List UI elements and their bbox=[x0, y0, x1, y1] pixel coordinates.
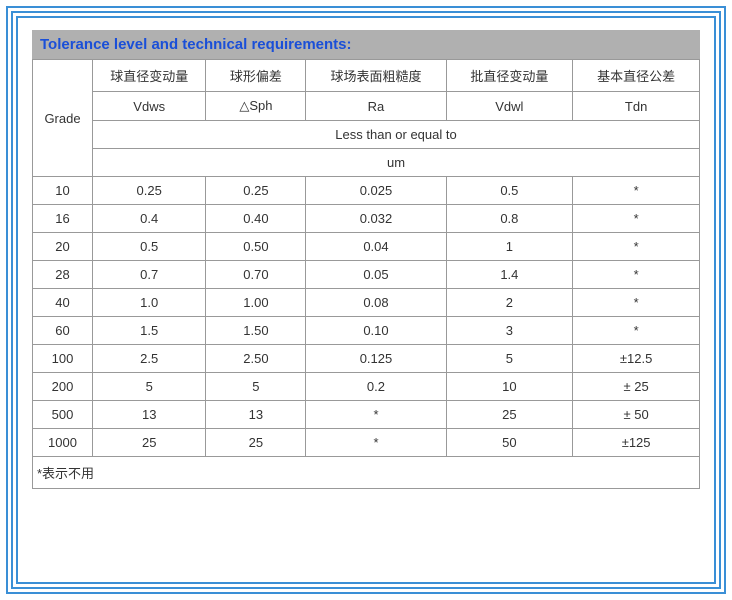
cell-ra: 0.04 bbox=[306, 233, 446, 261]
table-row: 200550.210± 25 bbox=[33, 373, 700, 401]
col-header-cn-0: 球直径变动量 bbox=[93, 60, 206, 92]
cell-vdwl: 25 bbox=[446, 401, 573, 429]
cell-vdwl: 0.5 bbox=[446, 177, 573, 205]
col-header-cn-3: 批直径变动量 bbox=[446, 60, 573, 92]
cell-ra: 0.2 bbox=[306, 373, 446, 401]
cell-vdwl: 1.4 bbox=[446, 261, 573, 289]
col-header-sym-4: Tdn bbox=[573, 92, 700, 121]
cell-grade: 28 bbox=[33, 261, 93, 289]
cell-tdn: * bbox=[573, 177, 700, 205]
tolerance-table: Grade球直径变动量球形偏差球场表面粗糙度批直径变动量基本直径公差Vdws△S… bbox=[32, 59, 700, 489]
cell-grade: 60 bbox=[33, 317, 93, 345]
cell-sph: 25 bbox=[206, 429, 306, 457]
col-header-sym-0: Vdws bbox=[93, 92, 206, 121]
table-header-row-unit: um bbox=[33, 149, 700, 177]
table-footnote-row: *表示不用 bbox=[33, 457, 700, 489]
table-row: 280.70.700.051.4* bbox=[33, 261, 700, 289]
outer-frame: Tolerance level and technical requiremen… bbox=[0, 0, 732, 600]
cell-vdws: 5 bbox=[93, 373, 206, 401]
section-title: Tolerance level and technical requiremen… bbox=[32, 30, 700, 59]
cell-vdwl: 50 bbox=[446, 429, 573, 457]
table-header-row-cn: Grade球直径变动量球形偏差球场表面粗糙度批直径变动量基本直径公差 bbox=[33, 60, 700, 92]
col-header-cn-1: 球形偏差 bbox=[206, 60, 306, 92]
frame-border-3: Tolerance level and technical requiremen… bbox=[16, 16, 716, 584]
table-row: 100.250.250.0250.5* bbox=[33, 177, 700, 205]
table-header-row-span: Less than or equal to bbox=[33, 121, 700, 149]
col-header-cn-4: 基本直径公差 bbox=[573, 60, 700, 92]
cell-ra: 0.05 bbox=[306, 261, 446, 289]
cell-grade: 20 bbox=[33, 233, 93, 261]
cell-vdwl: 0.8 bbox=[446, 205, 573, 233]
footnote-text: *表示不用 bbox=[33, 457, 700, 489]
cell-vdws: 0.7 bbox=[93, 261, 206, 289]
table-row: 10002525*50±125 bbox=[33, 429, 700, 457]
cell-vdws: 0.4 bbox=[93, 205, 206, 233]
cell-ra: 0.10 bbox=[306, 317, 446, 345]
cell-vdwl: 3 bbox=[446, 317, 573, 345]
cell-sph: 13 bbox=[206, 401, 306, 429]
cell-tdn: * bbox=[573, 205, 700, 233]
cell-grade: 500 bbox=[33, 401, 93, 429]
cell-sph: 1.00 bbox=[206, 289, 306, 317]
cell-sph: 5 bbox=[206, 373, 306, 401]
cell-grade: 16 bbox=[33, 205, 93, 233]
cell-ra: 0.032 bbox=[306, 205, 446, 233]
cell-sph: 2.50 bbox=[206, 345, 306, 373]
col-header-sym-2: Ra bbox=[306, 92, 446, 121]
cell-grade: 1000 bbox=[33, 429, 93, 457]
table-row: 1002.52.500.1255±12.5 bbox=[33, 345, 700, 373]
cell-vdwl: 1 bbox=[446, 233, 573, 261]
cell-vdws: 0.5 bbox=[93, 233, 206, 261]
cell-vdwl: 2 bbox=[446, 289, 573, 317]
table-row: 160.40.400.0320.8* bbox=[33, 205, 700, 233]
cell-sph: 0.25 bbox=[206, 177, 306, 205]
cell-vdwl: 10 bbox=[446, 373, 573, 401]
cell-tdn: * bbox=[573, 317, 700, 345]
col-header-cn-2: 球场表面粗糙度 bbox=[306, 60, 446, 92]
cell-sph: 0.40 bbox=[206, 205, 306, 233]
cell-vdws: 2.5 bbox=[93, 345, 206, 373]
cell-ra: 0.125 bbox=[306, 345, 446, 373]
table-row: 200.50.500.041* bbox=[33, 233, 700, 261]
cell-sph: 0.50 bbox=[206, 233, 306, 261]
cell-grade: 200 bbox=[33, 373, 93, 401]
span-label: Less than or equal to bbox=[93, 121, 700, 149]
table-row: 401.01.000.082* bbox=[33, 289, 700, 317]
cell-tdn: ± 50 bbox=[573, 401, 700, 429]
cell-tdn: ±12.5 bbox=[573, 345, 700, 373]
col-header-sym-1: △Sph bbox=[206, 92, 306, 121]
cell-ra: 0.08 bbox=[306, 289, 446, 317]
cell-tdn: ± 25 bbox=[573, 373, 700, 401]
cell-vdws: 25 bbox=[93, 429, 206, 457]
cell-grade: 10 bbox=[33, 177, 93, 205]
cell-tdn: * bbox=[573, 261, 700, 289]
unit-label: um bbox=[93, 149, 700, 177]
cell-ra: * bbox=[306, 429, 446, 457]
cell-vdws: 0.25 bbox=[93, 177, 206, 205]
cell-vdws: 13 bbox=[93, 401, 206, 429]
frame-border-2: Tolerance level and technical requiremen… bbox=[11, 11, 721, 589]
table-row: 601.51.500.103* bbox=[33, 317, 700, 345]
cell-tdn: ±125 bbox=[573, 429, 700, 457]
cell-vdws: 1.0 bbox=[93, 289, 206, 317]
cell-vdwl: 5 bbox=[446, 345, 573, 373]
cell-sph: 0.70 bbox=[206, 261, 306, 289]
col-header-sym-3: Vdwl bbox=[446, 92, 573, 121]
frame-border-1: Tolerance level and technical requiremen… bbox=[6, 6, 726, 594]
cell-ra: * bbox=[306, 401, 446, 429]
table-header-row-symbol: Vdws△SphRaVdwlTdn bbox=[33, 92, 700, 121]
cell-tdn: * bbox=[573, 289, 700, 317]
table-row: 5001313*25± 50 bbox=[33, 401, 700, 429]
cell-tdn: * bbox=[573, 233, 700, 261]
cell-grade: 100 bbox=[33, 345, 93, 373]
grade-header: Grade bbox=[33, 60, 93, 177]
cell-sph: 1.50 bbox=[206, 317, 306, 345]
cell-grade: 40 bbox=[33, 289, 93, 317]
cell-ra: 0.025 bbox=[306, 177, 446, 205]
cell-vdws: 1.5 bbox=[93, 317, 206, 345]
